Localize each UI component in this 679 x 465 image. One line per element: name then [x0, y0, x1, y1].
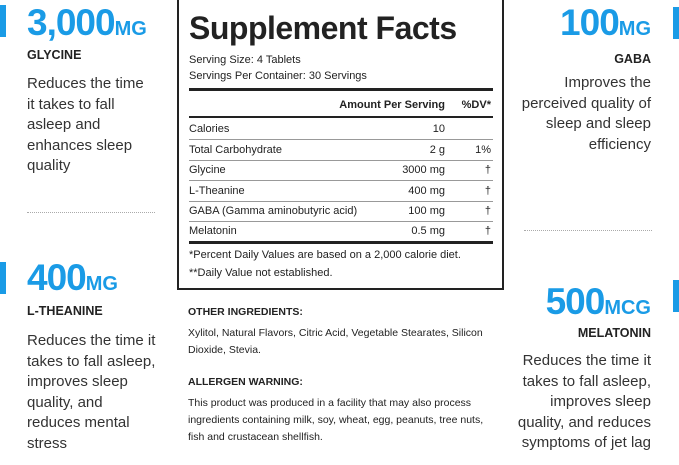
rule	[189, 201, 493, 202]
supplement-facts-panel: Supplement Facts Serving Size: 4 Tablets…	[177, 0, 504, 290]
l-theanine-amount: 400MG	[27, 257, 118, 298]
allergen-text: This product was produced in a facility …	[188, 397, 484, 443]
rule	[189, 88, 493, 91]
glycine-name: GLYCINE	[27, 48, 82, 62]
accent-bar	[0, 5, 6, 37]
allergen-heading: ALLERGEN WARNING:	[188, 376, 303, 388]
serving-size: Serving Size: 4 Tablets	[189, 54, 301, 66]
facts-row: Total Carbohydrate 2 g 1%	[189, 144, 491, 156]
header-dv: %DV*	[461, 99, 491, 111]
header-amount: Amount Per Serving	[339, 99, 445, 111]
rule	[189, 116, 493, 118]
rule	[189, 139, 493, 140]
facts-row: Melatonin 0.5 mg †	[189, 225, 491, 237]
facts-row: GABA (Gamma aminobutyric acid) 100 mg †	[189, 205, 491, 217]
melatonin-name: MELATONIN	[577, 326, 651, 340]
footnote-not-established: **Daily Value not established.	[189, 267, 333, 279]
gaba-name: GABA	[614, 52, 651, 66]
accent-bar	[673, 7, 679, 39]
glycine-description: Reduces the time it takes to fall asleep…	[27, 75, 144, 174]
rule	[189, 180, 493, 181]
accent-bar	[673, 280, 679, 312]
rule	[189, 241, 493, 244]
gaba-amount: 100MG	[560, 2, 651, 43]
facts-row: Calories 10	[189, 123, 445, 135]
l-theanine-description: Reduces the time it takes to fall asleep…	[27, 332, 156, 452]
other-ingredients-heading: OTHER INGREDIENTS:	[188, 306, 303, 318]
footnote-dv: *Percent Daily Values are based on a 2,0…	[189, 249, 461, 261]
rule	[189, 221, 493, 222]
accent-bar	[0, 262, 6, 294]
rule	[189, 160, 493, 161]
divider	[524, 230, 652, 231]
gaba-description: Improves the perceived quality of sleep …	[521, 74, 651, 153]
l-theanine-name: L-THEANINE	[27, 304, 103, 318]
other-ingredients-text: Xylitol, Natural Flavors, Citric Acid, V…	[188, 327, 483, 356]
melatonin-description: Reduces the time it takes to fall asleep…	[517, 352, 651, 451]
facts-row: L-Theanine 400 mg †	[189, 185, 491, 197]
divider	[27, 212, 155, 213]
facts-row: Glycine 3000 mg †	[189, 164, 491, 176]
glycine-amount: 3,000MG	[27, 2, 147, 43]
servings-per-container: Servings Per Container: 30 Servings	[189, 70, 367, 82]
facts-title: Supplement Facts	[189, 10, 457, 46]
melatonin-amount: 500MCG	[545, 281, 651, 322]
